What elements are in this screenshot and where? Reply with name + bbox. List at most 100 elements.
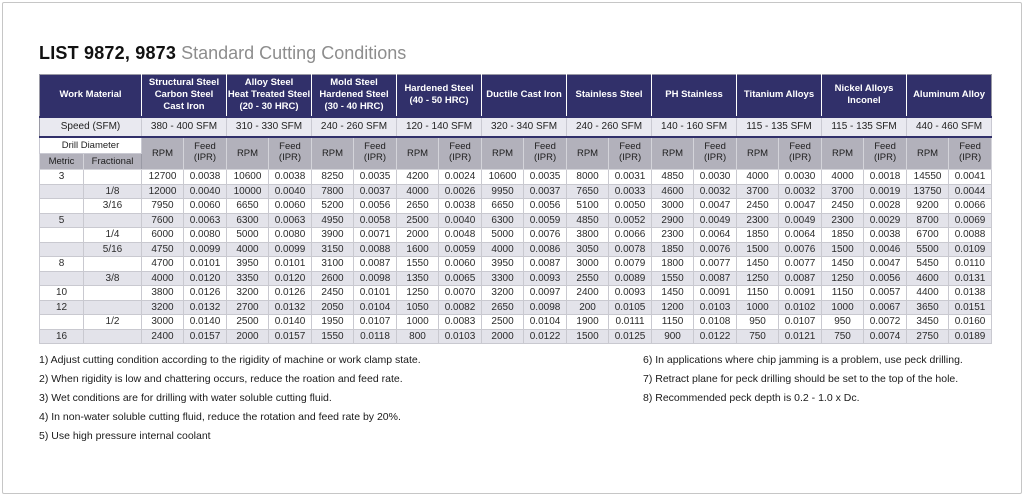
rpm-cell: 1000	[821, 299, 865, 315]
rpm-cell: 1150	[736, 285, 780, 301]
rpm-cell: 2900	[651, 212, 695, 228]
feed-header-line1: Feed	[534, 141, 556, 153]
table-row: 5 7600 0.0063 6300 0.0063 4950 0.0058 2500 0.004…	[39, 212, 993, 228]
feed-cell: 0.0126	[268, 285, 312, 301]
feed-cell: 0.0018	[863, 169, 908, 185]
feed-cell: 0.0121	[778, 328, 823, 344]
feed-header-line1: Feed	[959, 141, 981, 153]
speed-value: 440 - 460 SFM	[906, 115, 993, 138]
fractional-cell	[83, 212, 142, 228]
rpm-cell: 1050	[396, 299, 440, 315]
feed-cell: 0.0110	[948, 256, 993, 272]
rpm-cell: 5450	[906, 256, 950, 272]
metric-header: Metric	[39, 153, 84, 170]
feed-cell: 0.0040	[183, 183, 227, 199]
feed-cell: 0.0102	[778, 299, 823, 315]
feed-cell: 0.0097	[523, 285, 568, 301]
feed-cell: 0.0019	[863, 183, 908, 199]
table-head: Work Material Structural Steel Carbon Stee…	[39, 74, 993, 170]
feed-cell: 0.0047	[863, 256, 908, 272]
feed-cell: 0.0037	[352, 183, 398, 199]
rpm-cell: 950	[821, 314, 865, 330]
feed-cell: 0.0028	[863, 198, 908, 214]
feed-cell: 0.0140	[268, 314, 312, 330]
rpm-cell: 4850	[651, 169, 695, 185]
footnote: 3) Wet conditions are for drilling with …	[39, 392, 332, 404]
document-content: LIST 9872, 9873 Standard Cutting Conditi…	[39, 43, 993, 448]
rpm-cell: 1000	[736, 299, 780, 315]
feed-header-line1: Feed	[619, 141, 641, 153]
rpm-cell: 1500	[566, 328, 610, 344]
feed-cell: 0.0056	[352, 198, 398, 214]
feed-cell: 0.0120	[183, 270, 227, 286]
feed-header-line2: (IPR)	[533, 152, 557, 164]
rpm-cell: 1500	[736, 241, 780, 257]
feed-cell: 0.0076	[693, 241, 738, 257]
rpm-cell: 2050	[311, 299, 354, 315]
feed-cell: 0.0088	[948, 227, 993, 243]
rpm-cell: 1450	[651, 285, 695, 301]
rpm-cell: 8000	[566, 169, 610, 185]
feed-cell: 0.0083	[438, 314, 483, 330]
rpm-header: RPM	[906, 136, 950, 170]
material-name-line: Heat Treated Steel	[227, 89, 311, 101]
feed-cell: 0.0091	[693, 285, 738, 301]
feed-cell: 0.0069	[948, 212, 993, 228]
feed-header: Feed (IPR)	[608, 136, 653, 170]
table-row: 1/4 6000 0.0080 5000 0.0080 3900 0.0071 2000 0.0…	[39, 227, 993, 243]
feed-header-line2: (IPR)	[363, 152, 387, 164]
rpm-cell: 4700	[141, 256, 184, 272]
feed-cell: 0.0063	[268, 212, 312, 228]
subheader-row-1: Drill Diameter RPM Feed (IPR) RPM Feed (IPR) RP…	[39, 136, 993, 170]
rpm-cell: 2450	[821, 198, 865, 214]
material-name-line: Titanium Alloys	[743, 89, 815, 101]
feed-cell: 0.0041	[948, 169, 993, 185]
feed-cell: 0.0087	[693, 270, 738, 286]
feed-cell: 0.0046	[863, 241, 908, 257]
footnote: 1) Adjust cutting condition according to…	[39, 354, 421, 366]
table-row: 3/16 7950 0.0060 6650 0.0060 5200 0.0056 2650 0.…	[39, 198, 993, 214]
feed-cell: 0.0076	[523, 227, 568, 243]
rpm-cell: 1950	[311, 314, 354, 330]
feed-cell: 0.0122	[523, 328, 568, 344]
rpm-cell: 2400	[141, 328, 184, 344]
rpm-cell: 7950	[141, 198, 184, 214]
rpm-cell: 9950	[481, 183, 525, 199]
metric-cell	[39, 314, 84, 330]
cutting-conditions-table: Work Material Structural Steel Carbon Stee…	[39, 74, 993, 344]
footnote: 4) In non-water soluble cutting fluid, r…	[39, 411, 401, 423]
rpm-cell: 3950	[481, 256, 525, 272]
feed-cell: 0.0093	[523, 270, 568, 286]
feed-header-line1: Feed	[449, 141, 471, 153]
speed-row: Speed (SFM) 380 - 400 SFM 310 - 330 SFM 240…	[39, 115, 993, 138]
feed-cell: 0.0111	[608, 314, 653, 330]
feed-cell: 0.0050	[608, 198, 653, 214]
rpm-cell: 800	[396, 328, 440, 344]
feed-cell: 0.0108	[693, 314, 738, 330]
rpm-header: RPM	[566, 136, 610, 170]
feed-cell: 0.0077	[778, 256, 823, 272]
feed-header-line2: (IPR)	[958, 152, 982, 164]
feed-cell: 0.0098	[523, 299, 568, 315]
rpm-cell: 950	[736, 314, 780, 330]
rpm-cell: 6300	[226, 212, 269, 228]
table-row: 8 4700 0.0101 3950 0.0101 3100 0.0087 1550 0.006…	[39, 256, 993, 272]
rpm-cell: 6650	[481, 198, 525, 214]
page-title: LIST 9872, 9873 Standard Cutting Conditi…	[39, 43, 992, 64]
rpm-cell: 2700	[226, 299, 269, 315]
material-header: Aluminum Alloy	[906, 74, 992, 117]
rpm-cell: 10600	[226, 169, 269, 185]
feed-cell: 0.0103	[438, 328, 483, 344]
rpm-cell: 2300	[736, 212, 780, 228]
rpm-cell: 2300	[821, 212, 865, 228]
table-row: 1/2 3000 0.0140 2500 0.0140 1950 0.0107 1000 0.0…	[39, 314, 993, 330]
fractional-cell	[83, 299, 142, 315]
rpm-cell: 1850	[736, 227, 780, 243]
feed-cell: 0.0098	[352, 270, 398, 286]
rpm-cell: 1800	[651, 256, 695, 272]
speed-value: 115 - 135 SFM	[821, 115, 908, 138]
feed-cell: 0.0076	[778, 241, 823, 257]
metric-cell: 8	[39, 256, 84, 272]
speed-value: 310 - 330 SFM	[226, 115, 312, 138]
rpm-cell: 5200	[311, 198, 354, 214]
